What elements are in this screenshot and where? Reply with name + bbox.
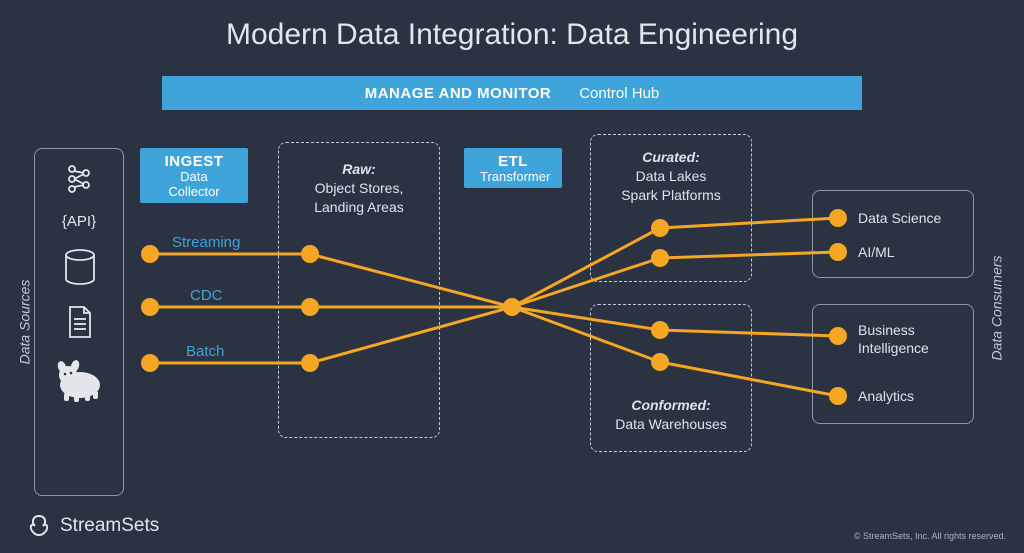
data-sources-label: Data Sources [16,280,32,365]
consumer-item-analytics: Analytics [858,388,914,406]
manage-monitor-strong: MANAGE AND MONITOR [365,85,552,102]
kafka-icon [62,161,98,197]
consumer-item-bi: Business Intelligence [858,322,929,357]
ingest-title: INGEST [156,153,232,170]
consumer-top-box [812,190,974,278]
flow-label-batch: Batch [186,343,224,360]
file-icon [66,305,94,339]
flow-label-cdc: CDC [190,287,223,304]
api-icon: {API} [35,213,123,230]
manage-monitor-bar: MANAGE AND MONITOR Control Hub [162,76,862,110]
data-sources-box: {API} [34,148,124,496]
ingest-pill: INGEST Data Collector [140,148,248,203]
brand-logo: StreamSets [26,513,159,539]
brand-name: StreamSets [60,515,159,537]
conformed-label: Conformed: Data Warehouses [590,396,752,434]
copyright: © StreamSets, Inc. All rights reserved. [854,531,1006,541]
etl-pill: ETL Transformer [464,148,562,188]
page-title: Modern Data Integration: Data Engineerin… [0,18,1024,52]
ingest-subtitle: Data Collector [156,170,232,200]
data-consumers-label: Data Consumers [989,255,1005,360]
streamsets-icon [26,513,52,539]
database-icon [63,249,97,287]
curated-label: Curated: Data Lakes Spark Platforms [590,148,752,205]
consumer-item-aiml: AI/ML [858,244,895,262]
consumer-item-data-science: Data Science [858,210,941,228]
hadoop-icon [52,359,108,403]
etl-title: ETL [480,153,546,170]
manage-monitor-sub: Control Hub [579,85,659,102]
raw-label: Raw: Object Stores, Landing Areas [278,160,440,217]
etl-subtitle: Transformer [480,170,546,185]
flow-label-streaming: Streaming [172,234,240,251]
